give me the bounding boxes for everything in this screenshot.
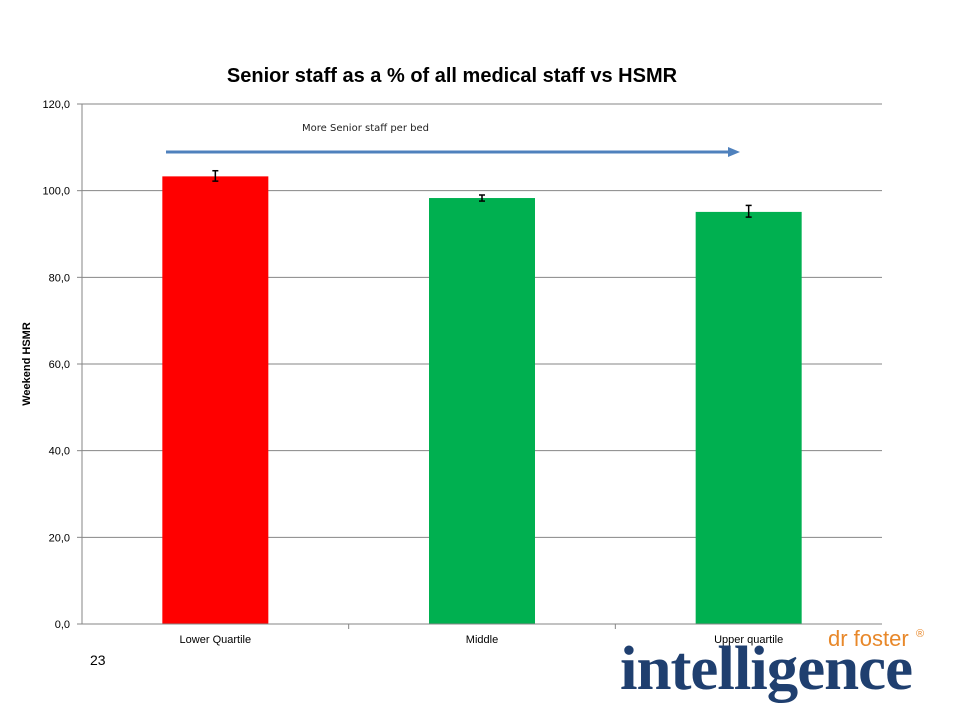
logo-registered-mark: ® [916, 628, 924, 640]
error-bars [212, 169, 752, 218]
logo-intelligence-word: intelligence [620, 635, 912, 703]
y-tick-label: 80,0 [49, 272, 70, 284]
bar-upper-quartile [695, 211, 802, 624]
bars [162, 176, 802, 625]
y-tick-label: 100,0 [42, 186, 70, 198]
chart-title: Senior staff as a % of all medical staff… [227, 65, 678, 87]
y-tick-label: 60,0 [49, 359, 70, 371]
y-tick-label: 20,0 [49, 532, 70, 544]
page-number: 23 [90, 652, 106, 668]
logo-dr-foster-text: dr foster [828, 626, 909, 651]
x-category-label: Lower Quartile [180, 634, 252, 646]
bar-lower-quartile [162, 176, 269, 624]
annotation-arrow-head [728, 147, 740, 157]
x-category-label: Middle [466, 634, 498, 646]
y-tick-label: 40,0 [49, 446, 70, 458]
x-axis-categories: Lower Quartile Middle Upper quartile [180, 624, 783, 646]
bar-middle [429, 198, 535, 625]
annotation-text: More Senior staff per bed [302, 123, 429, 134]
y-tick-label: 120,0 [42, 99, 70, 111]
y-axis-ticks: 0,0 20,0 40,0 60,0 80,0 100,0 120,0 [42, 99, 82, 631]
x-category-label: Upper quartile [714, 634, 783, 646]
y-axis-label: Weekend HSMR [21, 322, 33, 406]
y-tick-label: 0,0 [55, 619, 70, 631]
dr-foster-intelligence-logo: dr foster ® intelligence [620, 626, 924, 703]
